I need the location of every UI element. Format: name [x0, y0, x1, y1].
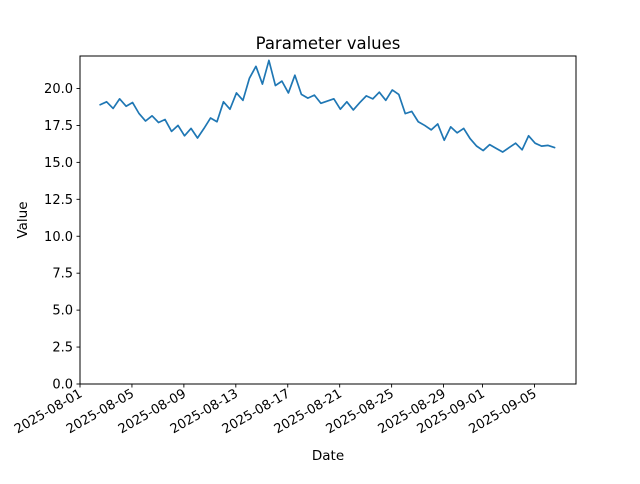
y-tick-label: 0.0 — [52, 378, 73, 393]
y-tick-label: 5.0 — [52, 304, 73, 319]
chart-title: Parameter values — [256, 34, 401, 53]
x-axis-label: Date — [312, 448, 344, 464]
y-tick-label: 2.5 — [52, 341, 73, 356]
y-tick-label: 10.0 — [44, 230, 73, 245]
data-line — [99, 59, 556, 153]
series-group — [99, 59, 556, 153]
y-axis-label: Value — [15, 201, 31, 238]
y-tick-label: 17.5 — [44, 119, 73, 134]
plot-area — [79, 55, 577, 385]
y-tick-label: 15.0 — [44, 156, 73, 171]
x-axis-tick-labels: 2025-08-012025-08-052025-08-092025-08-13… — [12, 386, 539, 437]
tick-marks — [76, 88, 535, 388]
y-tick-label: 7.5 — [52, 267, 73, 282]
y-axis-tick-labels: 0.0 2.5 5.0 7.5 10.0 12.5 15.0 17.5 20.0 — [44, 82, 73, 392]
y-tick-label: 12.5 — [44, 193, 73, 208]
y-tick-label: 20.0 — [44, 82, 73, 97]
